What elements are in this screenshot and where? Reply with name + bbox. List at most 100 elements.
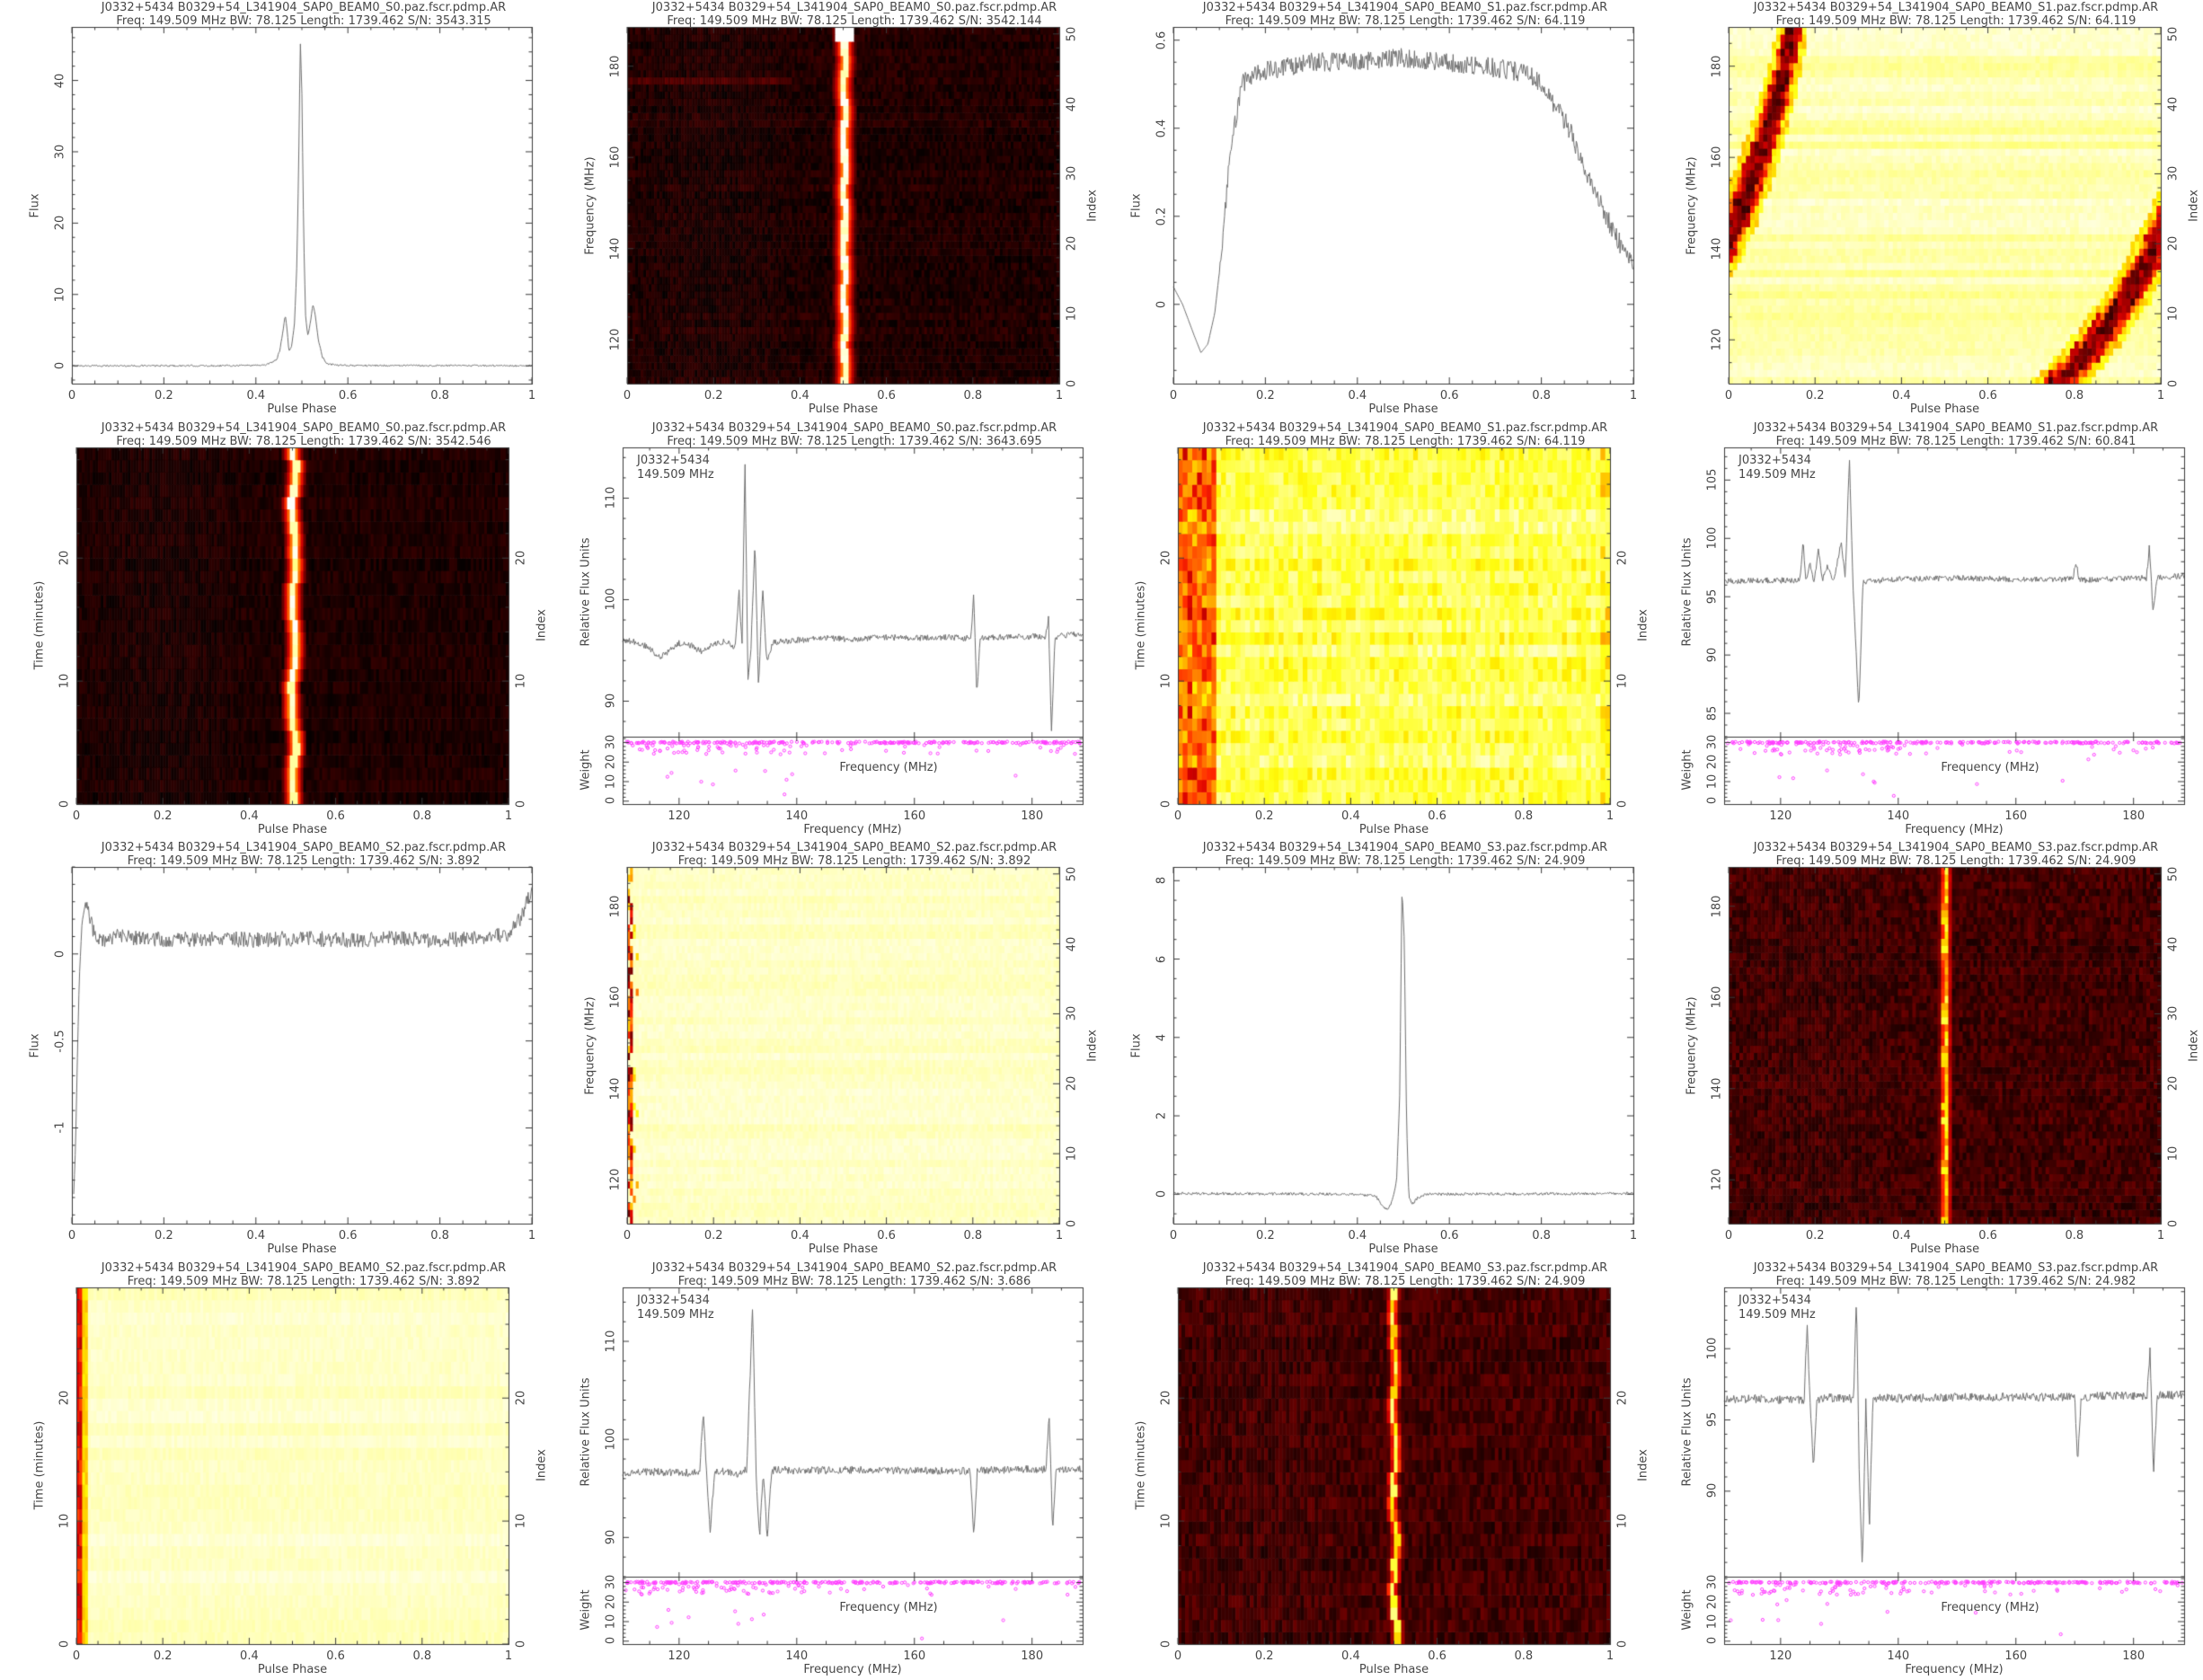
- y-axis-label: Time (minutes): [32, 580, 47, 670]
- y-tick-label: 160: [1710, 146, 1724, 169]
- x-axis-label: Pulse Phase: [1909, 1242, 1980, 1256]
- x-tick-label: 0.4: [246, 389, 266, 402]
- y-tick-label: 0: [1159, 800, 1173, 808]
- x-tick-label: 1: [1055, 389, 1064, 402]
- y-axis-label: Relative Flux Units: [1680, 537, 1694, 646]
- x-tick-label: 120: [1769, 809, 1792, 823]
- panel-title-stats: Freq: 149.509 MHz BW: 78.125 Length: 173…: [116, 434, 491, 448]
- weight-axis-label: Weight: [1680, 749, 1694, 791]
- x-tick-label: 0.8: [430, 1229, 449, 1242]
- x-tick-label: 0: [1724, 389, 1733, 402]
- x-tick-label: 0.2: [1805, 389, 1825, 402]
- x-tick-label: 1: [504, 809, 513, 823]
- index-tick-label: 10: [1065, 1145, 1079, 1162]
- y-tick-label: 90: [1705, 1483, 1720, 1499]
- index-tick-label: 50: [1065, 866, 1079, 882]
- x-tick-label: 0.6: [1439, 1229, 1459, 1242]
- x-tick-label: 0.4: [1341, 809, 1360, 823]
- weight-axis-label: Weight: [579, 749, 593, 791]
- panel-title-filename: J0332+5434 B0329+54_L341904_SAP0_BEAM0_S…: [1753, 1, 2159, 14]
- x-tick-label: 0: [1724, 1229, 1733, 1242]
- y-tick-label: 10: [1159, 673, 1173, 688]
- y-tick-label: 0: [1155, 300, 1169, 308]
- x-tick-label: 0.4: [791, 389, 810, 402]
- y-tick-label: 160: [608, 986, 623, 1009]
- y-tick-label: 140: [608, 237, 623, 261]
- x-axis-label: Pulse Phase: [1368, 1242, 1438, 1256]
- x-tick-label: 120: [1769, 1649, 1792, 1663]
- panel-title-filename: J0332+5434 B0329+54_L341904_SAP0_BEAM0_S…: [1202, 1260, 1608, 1275]
- inset-source-name: J0332+5434: [637, 453, 710, 467]
- x-axis-label: Pulse Phase: [1368, 402, 1438, 416]
- panel-title-stats: Freq: 149.509 MHz BW: 78.125 Length: 173…: [1775, 1274, 2137, 1288]
- index-tick-label: 20: [514, 1390, 528, 1405]
- y-tick-label: 100: [1705, 526, 1720, 550]
- index-tick-label: 10: [1615, 673, 1630, 688]
- pulsar-panel: J0332+5434 B0329+54_L341904_SAP0_BEAM0_S…: [1102, 0, 1652, 420]
- y-tick-label: 0: [58, 800, 72, 808]
- x-tick-label: 0.2: [1254, 1649, 1274, 1663]
- weight-tick-label: 10: [1705, 774, 1720, 789]
- plot-canvas: [551, 1260, 1102, 1680]
- weight-tick-label: 10: [1705, 1614, 1720, 1629]
- inset-source-name: J0332+5434: [637, 1293, 710, 1307]
- panel-title-filename: J0332+5434 B0329+54_L341904_SAP0_BEAM0_S…: [1753, 841, 2159, 854]
- panel-title-filename: J0332+5434 B0329+54_L341904_SAP0_BEAM0_S…: [101, 420, 507, 435]
- x-tick-label: 0.8: [1532, 389, 1551, 402]
- index-axis-label: Index: [1636, 1449, 1650, 1481]
- x-tick-label: 0.8: [1514, 809, 1534, 823]
- y-tick-label: 20: [1159, 1390, 1173, 1405]
- plot-canvas: [0, 840, 551, 1260]
- y-tick-label: 85: [1705, 705, 1720, 721]
- plot-canvas: [1102, 840, 1652, 1260]
- y-tick-label: 100: [604, 588, 618, 611]
- panel-title-stats: Freq: 149.509 MHz BW: 78.125 Length: 173…: [1775, 14, 2137, 28]
- x-tick-label: 0.6: [338, 389, 358, 402]
- y-axis-label: Flux: [1129, 192, 1144, 218]
- index-tick-label: 10: [1065, 305, 1079, 322]
- y-tick-label: 180: [1710, 55, 1724, 78]
- index-tick-label: 20: [514, 550, 528, 565]
- inset-source-name: J0332+5434: [1739, 453, 1811, 467]
- x-axis-label: Pulse Phase: [1358, 822, 1429, 836]
- x-tick-label: 0: [72, 1649, 81, 1663]
- y-tick-label: 30: [53, 144, 67, 160]
- x-tick-label: 0.4: [1892, 389, 1911, 402]
- x-tick-label: 180: [1021, 809, 1044, 823]
- x-tick-label: 0.8: [1532, 1229, 1551, 1242]
- y-axis-label: Time (minutes): [32, 1420, 47, 1510]
- index-tick-label: 20: [1065, 236, 1079, 252]
- x-tick-label: 140: [785, 1649, 809, 1663]
- index-tick-label: 50: [2166, 26, 2181, 42]
- plot-canvas: [1652, 840, 2203, 1260]
- inset-source-name: J0332+5434: [1739, 1293, 1811, 1307]
- index-tick-label: 0: [2166, 379, 2181, 388]
- weight-tick-label: 0: [1705, 797, 1720, 805]
- plot-canvas: [1652, 1260, 2203, 1680]
- weight-tick-label: 20: [1705, 754, 1720, 770]
- index-tick-label: 10: [514, 1513, 528, 1528]
- x-tick-label: 0.2: [703, 389, 723, 402]
- x-tick-label: 0.2: [153, 1649, 173, 1663]
- index-axis-label: Index: [2187, 189, 2201, 222]
- index-tick-label: 0: [1065, 379, 1079, 388]
- y-tick-label: 0: [58, 1640, 72, 1648]
- x-tick-label: 0.4: [240, 809, 259, 823]
- plot-canvas: [1102, 1260, 1652, 1680]
- x-tick-label: 0.2: [153, 809, 173, 823]
- x-axis-label: Pulse Phase: [808, 1242, 879, 1256]
- plot-canvas: [1652, 0, 2203, 420]
- y-tick-label: 105: [1705, 468, 1720, 491]
- x-tick-label: 0.6: [1978, 389, 1997, 402]
- x-tick-label: 160: [903, 809, 926, 823]
- x-tick-label: 1: [2156, 389, 2165, 402]
- plot-canvas: [0, 0, 551, 420]
- weight-tick-label: 20: [604, 1594, 618, 1610]
- x-tick-label: 0.6: [326, 809, 345, 823]
- x-tick-label: 0.4: [246, 1229, 266, 1242]
- y-tick-label: 0: [1155, 1190, 1169, 1198]
- y-tick-label: 0: [53, 950, 67, 958]
- pulsar-panel: J0332+5434 B0329+54_L341904_SAP0_BEAM0_S…: [0, 840, 551, 1260]
- pulsar-panel: J0332+5434 B0329+54_L341904_SAP0_BEAM0_S…: [1652, 420, 2203, 840]
